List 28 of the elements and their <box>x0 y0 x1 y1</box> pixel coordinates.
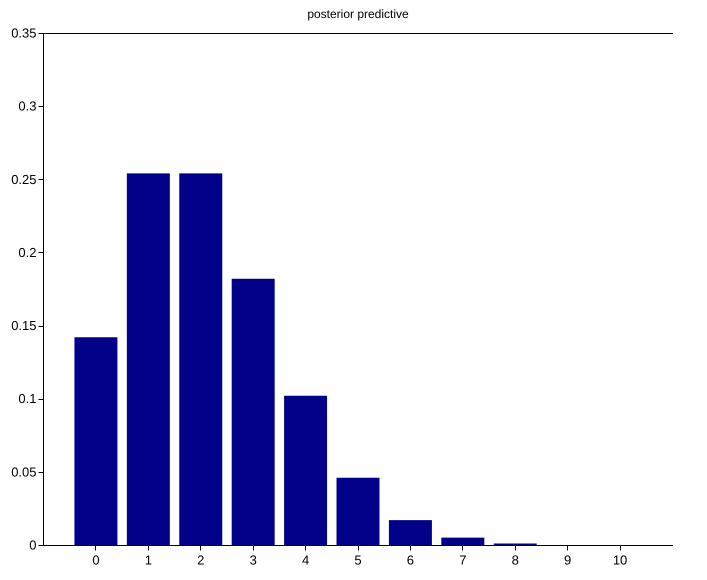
x-tick-label: 0 <box>92 552 100 568</box>
x-tick-label: 4 <box>302 552 310 568</box>
bar <box>179 173 222 545</box>
x-tick-label: 3 <box>250 552 257 568</box>
bar <box>441 538 484 545</box>
y-tick-label: 0.2 <box>18 244 36 260</box>
bar <box>388 520 432 545</box>
x-tick-label: 7 <box>459 552 466 568</box>
y-tick-label: 0.05 <box>11 464 36 480</box>
chart-title: posterior predictive <box>307 7 410 21</box>
bar <box>74 337 118 545</box>
x-tick-label: 9 <box>564 552 572 568</box>
x-tick-label: 10 <box>612 552 628 568</box>
bar <box>336 478 380 545</box>
bar <box>126 173 170 545</box>
y-tick-label: 0 <box>29 538 36 552</box>
x-tick-label: 2 <box>197 552 204 568</box>
x-tick-label: 8 <box>512 552 519 568</box>
y-tick-label: 0.25 <box>11 172 36 187</box>
bar <box>232 278 275 545</box>
x-tick-label: 5 <box>354 552 362 568</box>
y-tick-label: 0.15 <box>11 318 36 334</box>
x-tick-label: 1 <box>144 552 152 568</box>
y-tick-label: 0.35 <box>11 26 36 40</box>
y-tick-label: 0.3 <box>18 98 36 114</box>
bar <box>284 396 328 545</box>
x-tick-label: 6 <box>406 552 414 568</box>
y-tick-label: 0.1 <box>18 391 36 406</box>
